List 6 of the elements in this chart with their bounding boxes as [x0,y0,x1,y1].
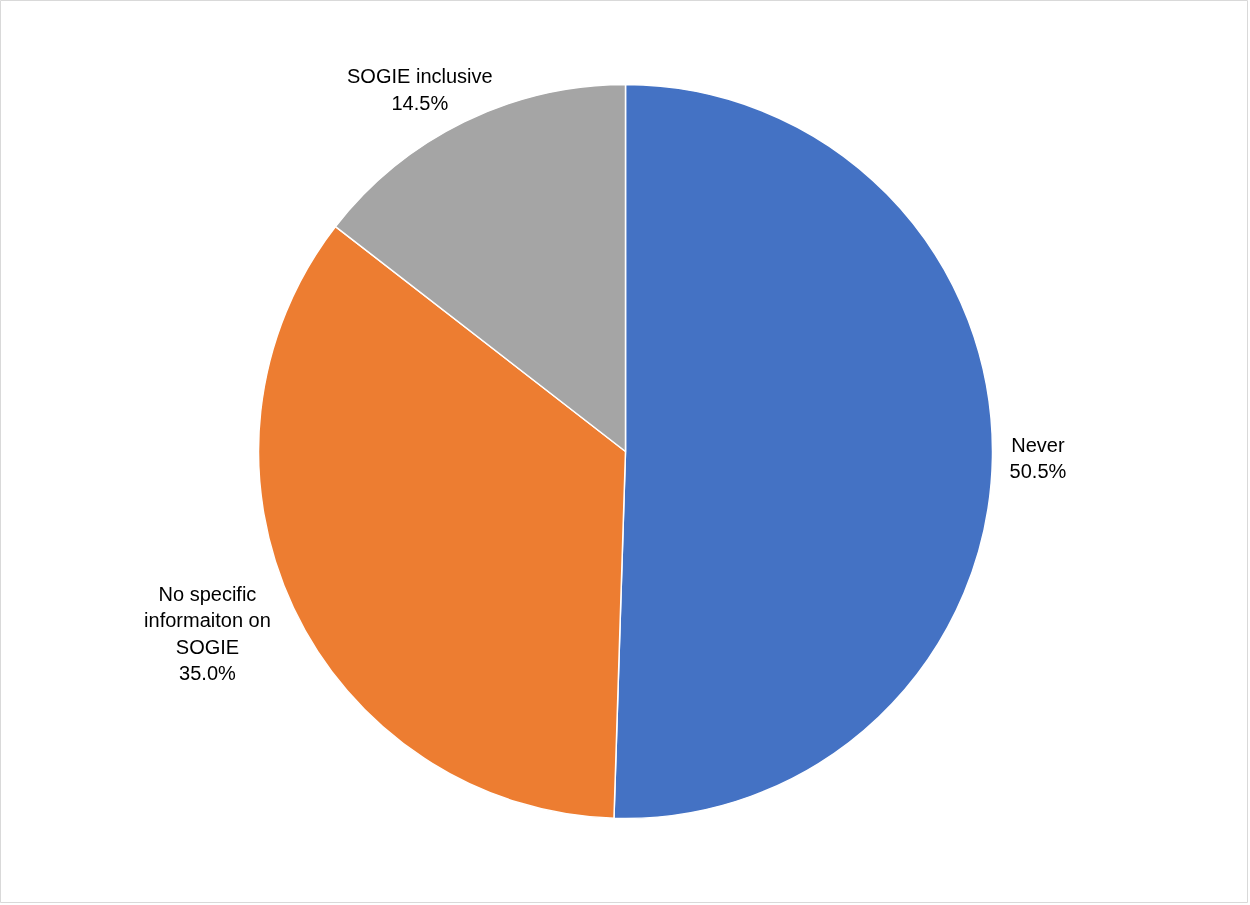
data-label: 35.0% [179,661,237,684]
data-label: 14.5% [391,91,449,114]
data-label: 50.5% [1009,460,1067,483]
slice-label: SOGIE inclusive [347,65,493,88]
slice-label: Never [1011,433,1065,456]
slice-label: No specific informaiton on SOGIE [144,582,271,658]
